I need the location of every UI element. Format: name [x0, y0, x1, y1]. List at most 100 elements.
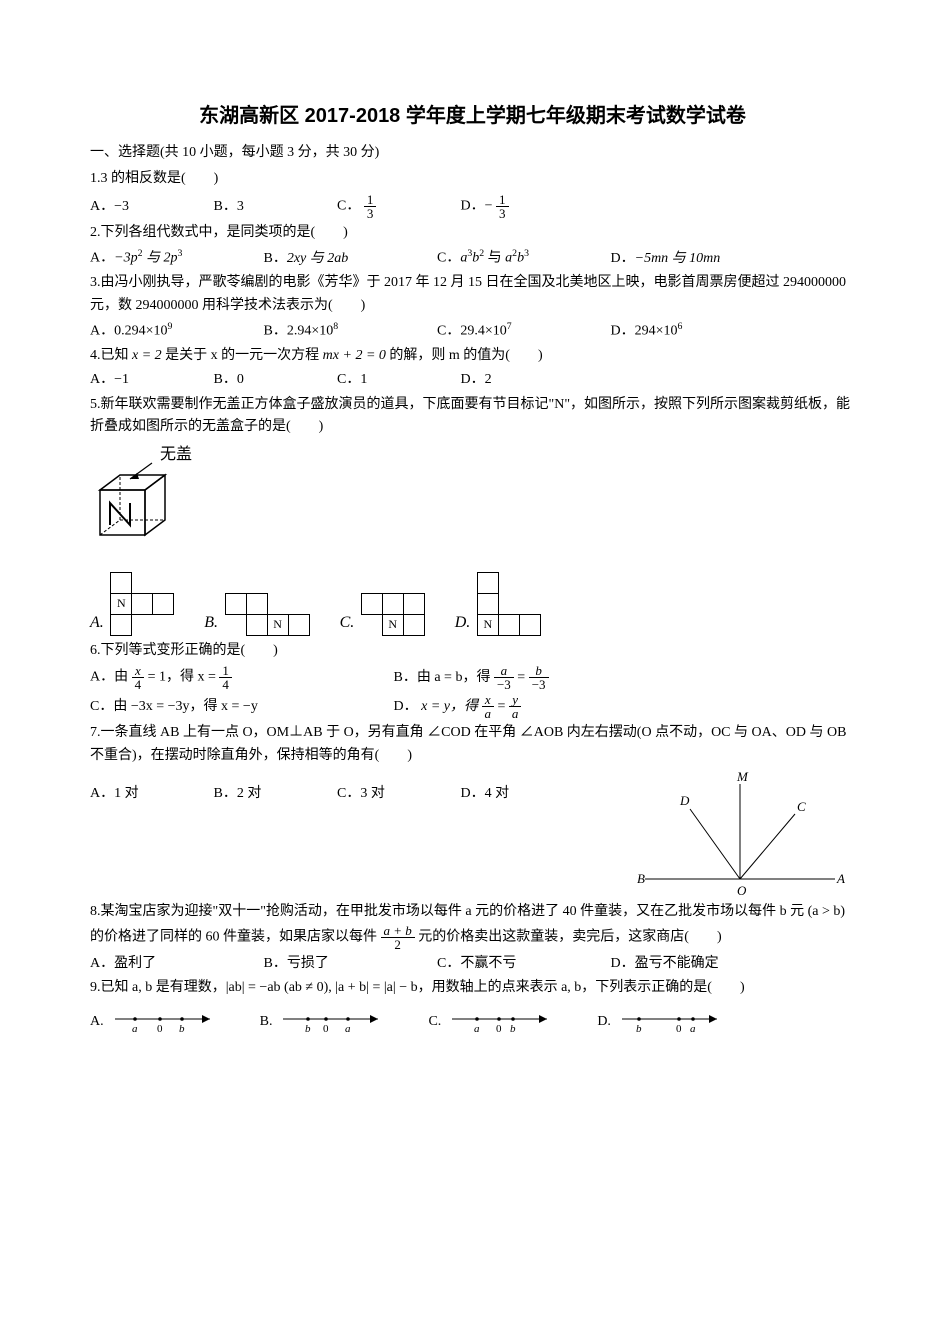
q7-B: B．2 对 [214, 783, 334, 805]
q2-A-b1: −3p [114, 251, 137, 266]
q6-stem: 6.下列等式变形正确的是( ) [90, 640, 855, 662]
q3-B-pre: B． [264, 324, 287, 339]
q7-options: A．1 对 B．2 对 C．3 对 D．4 对 [90, 783, 605, 805]
q8-C: C．不赢不亏 [437, 953, 607, 975]
svg-text:a: a [132, 1023, 138, 1035]
svg-text:a: a [690, 1023, 696, 1035]
q3-C-sup: 7 [507, 321, 512, 332]
svg-text:a: a [345, 1023, 351, 1035]
q3-D-sup: 6 [678, 321, 683, 332]
q5-B-label: B. [204, 614, 218, 631]
q4-stem-eq: mx + 2 = 0 [323, 348, 386, 363]
q8-B: B．亏损了 [264, 953, 434, 975]
q4-A: A．−1 [90, 369, 210, 391]
q3-D: D．294×106 [611, 319, 781, 343]
q1-B: B．3 [214, 196, 334, 218]
q3-options: A．0.294×109 B．2.94×108 C．29.4×107 D．294×… [90, 319, 855, 343]
q8-A: A．盈利了 [90, 953, 260, 975]
q6-D-n1: x [482, 693, 495, 707]
svg-text:0: 0 [676, 1023, 682, 1035]
q2-A: A．−3p2 与 2p3 [90, 246, 260, 270]
q3-stem: 3.由冯小刚执导，严歌苓编剧的电影《芳华》于 2017 年 12 月 15 日在… [90, 272, 855, 317]
q8-D: D．盈亏不能确定 [611, 953, 781, 975]
q6-A-mid: = 1，得 x = [148, 670, 220, 685]
q3-A-body: 0.294×10 [114, 324, 167, 339]
q2-options: A．−3p2 与 2p3 B．2xy 与 2ab C．a3b2 与 a2b3 D… [90, 246, 855, 270]
q5-stem: 5.新年联欢需要制作无盖正方体盒子盛放演员的道具，下底面要有节目标记"N"，如图… [90, 394, 855, 439]
q5-C-N: N [382, 614, 404, 636]
q3-B-body: 2.94×10 [287, 324, 333, 339]
q5-B-N: N [267, 614, 289, 636]
q2-C-mid: 与 [484, 251, 505, 266]
svg-text:b: b [510, 1023, 516, 1035]
q4-C: C．1 [337, 369, 457, 391]
q6-B-d2: −3 [529, 678, 549, 691]
q5-B: B. N [204, 594, 309, 636]
q6-A-d1: 4 [132, 678, 145, 691]
q1-C: C． 1 3 [337, 193, 457, 220]
q5-C: C. N [340, 594, 425, 636]
q5-D: D. N [455, 573, 541, 636]
q6-A-n2: 1 [219, 664, 232, 678]
q1-C-frac: 1 3 [364, 193, 377, 220]
q2-C-b4: b [517, 251, 524, 266]
q6-D-d2: a [509, 707, 522, 720]
q4-stem: 4.已知 x = 2 是关于 x 的一元一次方程 mx + 2 = 0 的解，则… [90, 345, 855, 367]
svg-text:b: b [179, 1023, 185, 1035]
q3-B-sup: 8 [333, 321, 338, 332]
q9-C: C. a 0 b [428, 1007, 557, 1037]
q8-stem: 8.某淘宝店家为迎接"双十一"抢购活动，在甲批发市场以每件 a 元的价格进了 4… [90, 901, 855, 950]
q3-B: B．2.94×108 [264, 319, 434, 343]
q7-figure: M D C B A O [625, 769, 855, 899]
q5-A-N: N [110, 593, 132, 615]
q3-D-body: 294×10 [635, 324, 678, 339]
q2-A-b2: 与 2p [142, 251, 177, 266]
q4-stem-post: 的解，则 m 的值为( ) [386, 348, 543, 363]
q3-A-pre: A． [90, 324, 114, 339]
section-1-heading: 一、选择题(共 10 小题，每小题 3 分，共 30 分) [90, 142, 855, 164]
svg-text:0: 0 [157, 1023, 163, 1035]
q6-D-n2: y [509, 693, 522, 707]
svg-text:M: M [736, 769, 749, 784]
lid-label: 无盖 [160, 445, 192, 463]
q2-C: C．a3b2 与 a2b3 [437, 246, 607, 270]
q9-D-label: D. [597, 1011, 611, 1033]
q8-den: 2 [381, 938, 415, 951]
q5-options-row: A. N B. N C. N D. N [90, 573, 855, 636]
q1-A: A．−3 [90, 196, 210, 218]
q6-D-body: x = y，得 [421, 699, 481, 714]
q4-stem-mid: 是关于 x 的一元一次方程 [162, 348, 323, 363]
q1-C-den: 3 [364, 207, 377, 220]
q2-B-body: 2xy 与 2ab [287, 251, 348, 266]
svg-text:0: 0 [496, 1023, 502, 1035]
q3-C: C．29.4×107 [437, 319, 607, 343]
svg-text:a: a [474, 1023, 480, 1035]
q5-C-label: C. [340, 614, 355, 631]
q9-B-label: B. [260, 1011, 273, 1033]
q6-B-n2: b [529, 664, 549, 678]
q9-C-label: C. [428, 1011, 441, 1033]
q6-D: D． x = y，得 xa = ya [394, 699, 522, 714]
q7-A: A．1 对 [90, 783, 210, 805]
q3-A-sup: 9 [168, 321, 173, 332]
q6-options-row2: C．由 −3x = −3y，得 x = −y D． x = y，得 xa = y… [90, 693, 855, 720]
q3-C-body: 29.4×10 [460, 324, 506, 339]
q6-D-d1: a [482, 707, 495, 720]
q7-C: C．3 对 [337, 783, 457, 805]
q2-A-s2: 3 [177, 248, 182, 259]
q9-options: A. a 0 b B. b 0 a C. a 0 b D. [90, 1007, 855, 1037]
q8-stem-post: 元的价格卖出这款童装，卖完后，这家商店( ) [418, 929, 721, 944]
q6-A: A．由 x4 = 1，得 x = 14 [90, 664, 390, 691]
q6-B-pre: B．由 a = b，得 [394, 670, 494, 685]
q2-stem: 2.下列各组代数式中，是同类项的是( ) [90, 222, 855, 244]
q6-D-pre: D． [394, 699, 418, 714]
q6-D-eq: = [498, 699, 509, 714]
q3-C-pre: C． [437, 324, 460, 339]
q8-num: a + b [381, 924, 415, 938]
q4-options: A．−1 B．0 C．1 D．2 [90, 369, 855, 391]
q2-D-body: −5mn 与 10mn [635, 251, 721, 266]
q6-options-row1: A．由 x4 = 1，得 x = 14 B．由 a = b，得 a−3 = b−… [90, 664, 855, 691]
q1-D-frac: 1 3 [496, 193, 509, 220]
q2-B-pre: B． [264, 251, 287, 266]
q5-D-label: D. [455, 614, 471, 631]
